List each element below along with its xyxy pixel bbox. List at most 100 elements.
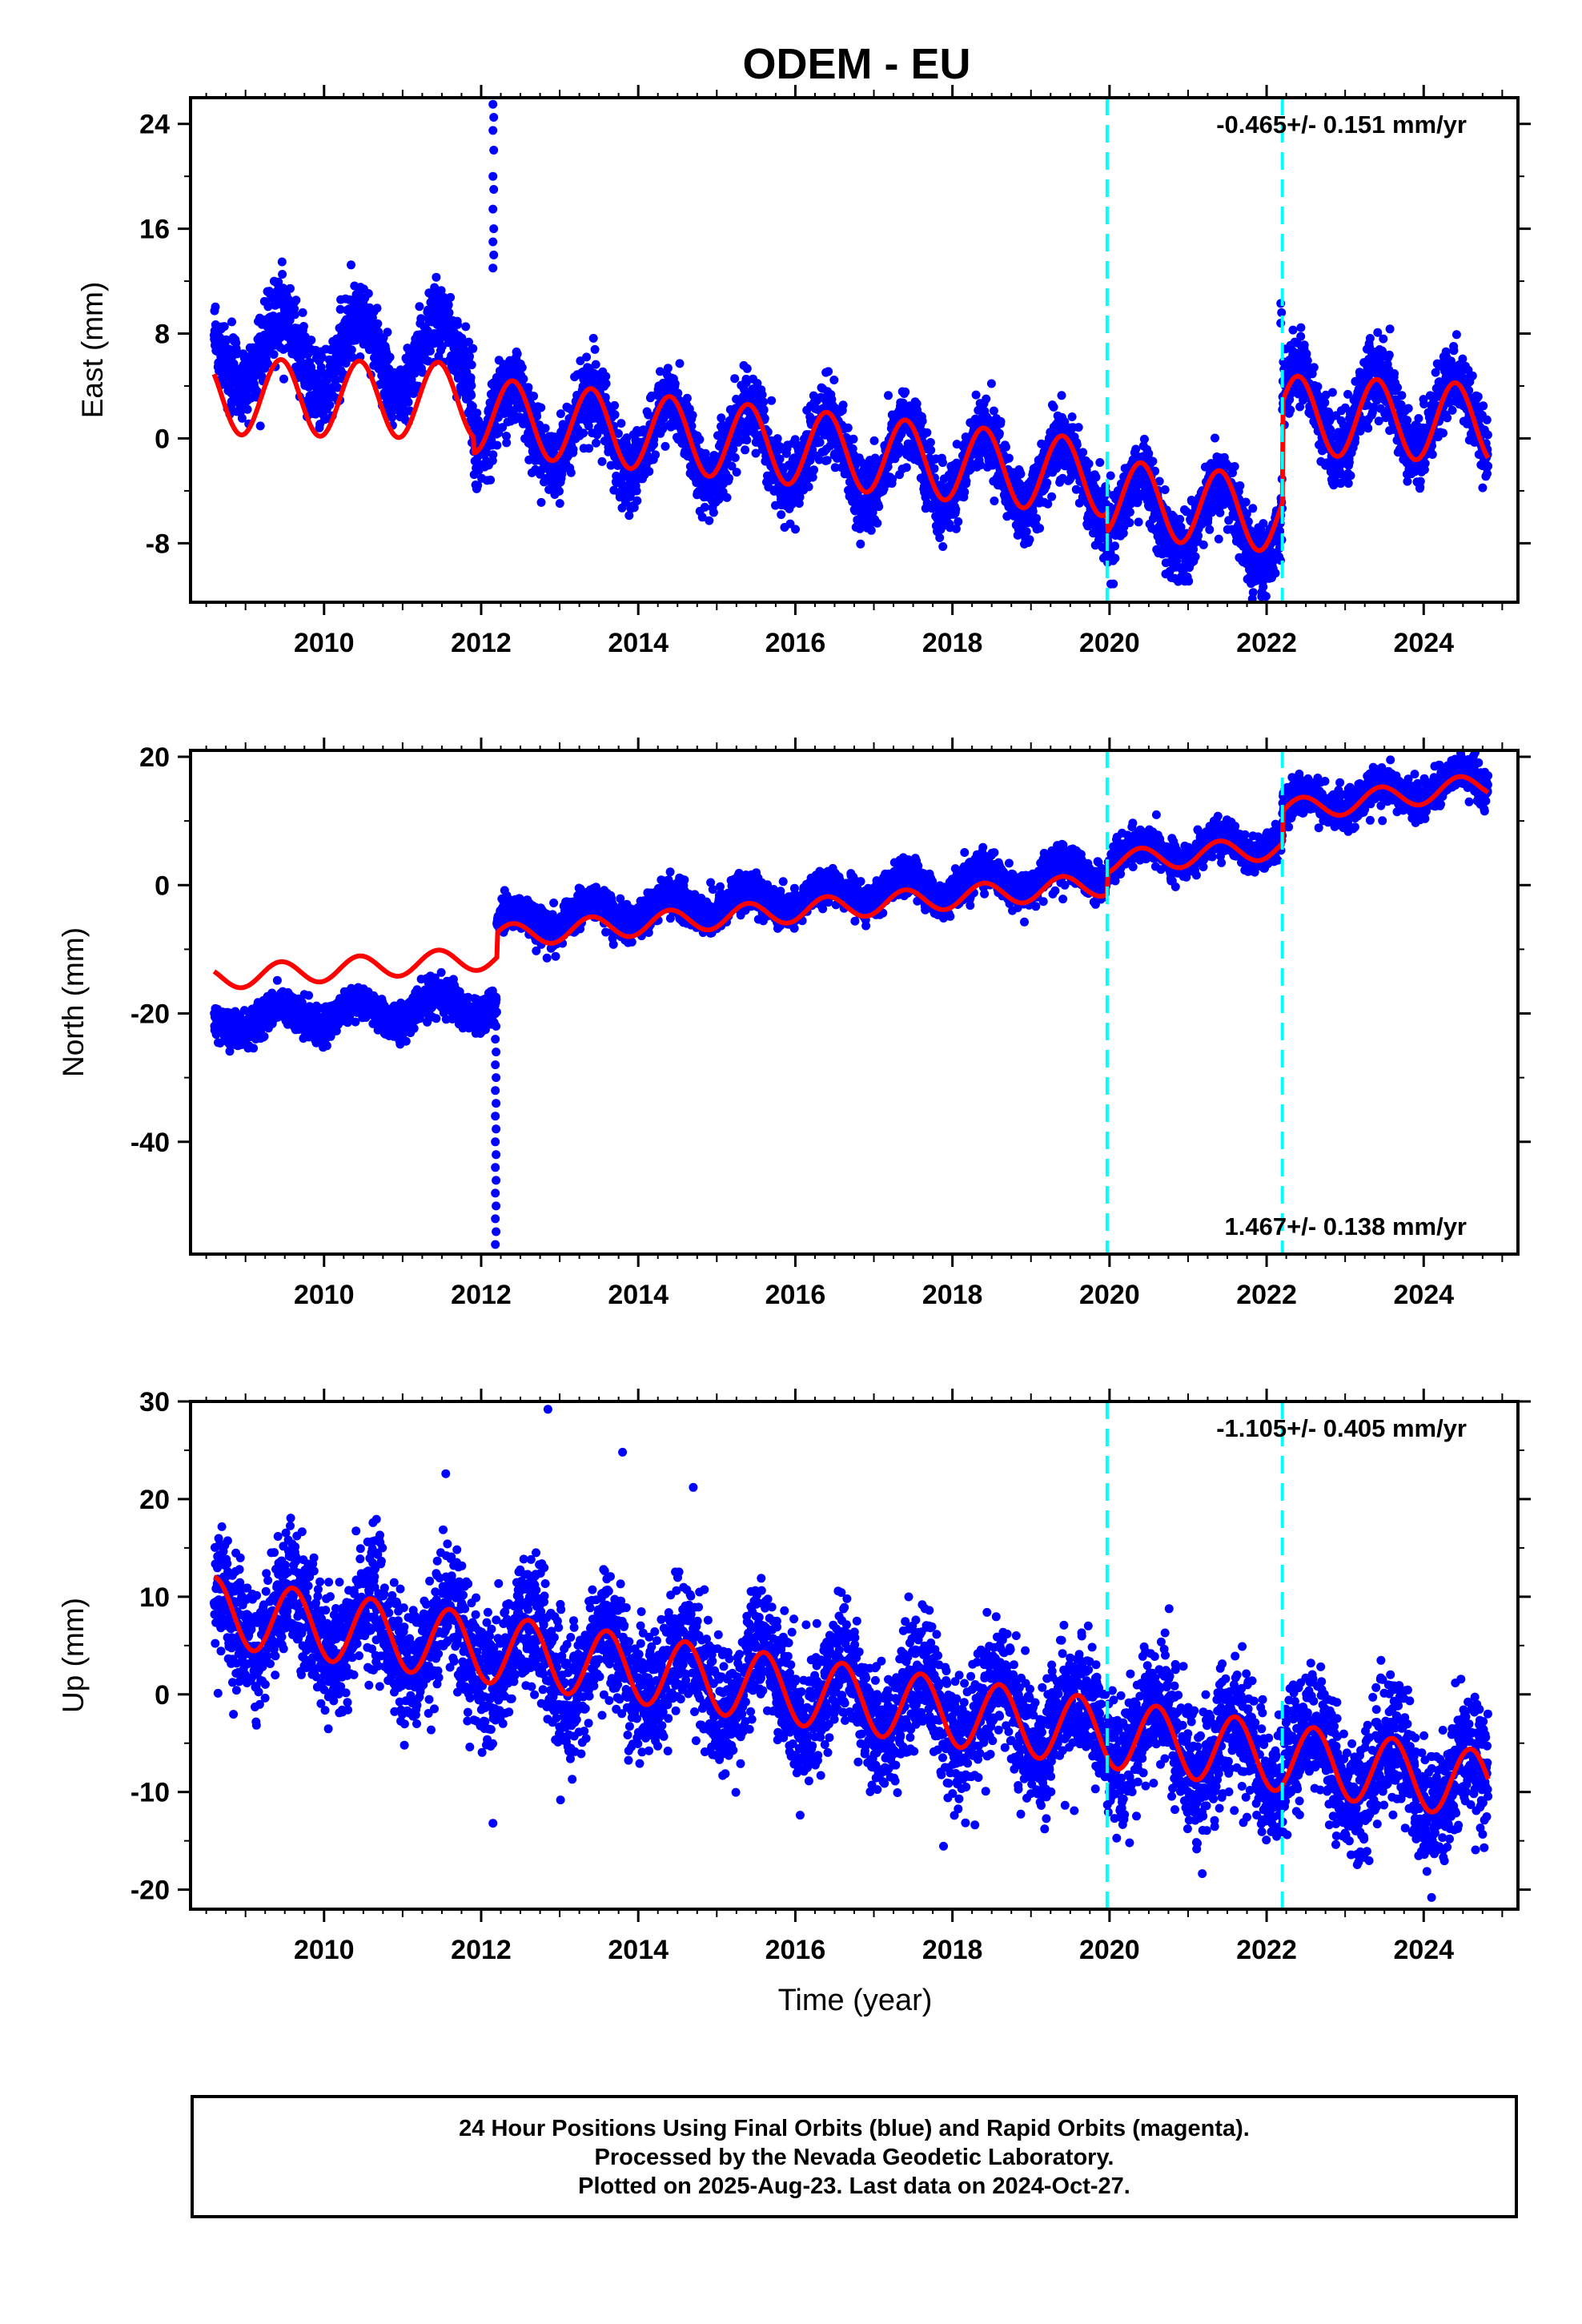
east-data-point xyxy=(579,428,588,438)
east-data-point xyxy=(363,289,373,298)
east-data-point xyxy=(219,322,229,332)
east-data-point xyxy=(468,401,477,411)
east-data-point xyxy=(1326,425,1335,435)
east-data-point xyxy=(1296,332,1306,341)
east-data-point xyxy=(592,438,600,448)
east-data-point xyxy=(1191,552,1200,561)
east-data-point xyxy=(935,533,945,542)
east-data-point xyxy=(415,302,424,312)
east-data-point xyxy=(1110,541,1120,551)
east-data-point xyxy=(444,308,454,317)
east-data-point xyxy=(1230,462,1239,471)
east-data-point xyxy=(1309,363,1319,372)
east-data-point xyxy=(467,391,476,400)
east-data-point xyxy=(673,388,683,398)
east-data-point xyxy=(632,486,641,496)
east-data-point xyxy=(843,423,853,432)
east-data-point xyxy=(373,319,383,328)
east-data-point xyxy=(856,539,865,549)
east-data-point xyxy=(591,360,600,369)
east-data-point xyxy=(1004,453,1014,463)
east-data-point xyxy=(791,525,800,534)
east-data-point xyxy=(1175,514,1185,524)
east-data-point xyxy=(536,403,546,412)
east-data-point xyxy=(804,482,813,492)
east-data-point xyxy=(1241,497,1251,507)
east-data-point xyxy=(1125,518,1134,528)
east-data-point xyxy=(252,387,262,396)
east-data-point xyxy=(808,472,817,482)
east-data-point xyxy=(996,416,1006,426)
east-data-point xyxy=(347,345,356,355)
east-data-point xyxy=(982,394,991,404)
east-data-point xyxy=(901,463,911,472)
east-data-point xyxy=(404,397,413,407)
east-data-point xyxy=(466,373,476,383)
east-data-point xyxy=(701,448,710,458)
east-data-point xyxy=(1205,525,1215,534)
east-data-point xyxy=(317,352,327,362)
east-data-point xyxy=(613,428,623,438)
east-data-point xyxy=(751,448,761,458)
east-data-point xyxy=(777,510,786,520)
east-data-point xyxy=(584,444,594,453)
east-data-point xyxy=(629,503,639,513)
east-data-point xyxy=(917,416,927,426)
east-data-point xyxy=(524,383,533,392)
east-data-point xyxy=(610,400,620,410)
east-data-point xyxy=(705,516,714,525)
east-data-point xyxy=(286,283,295,293)
east-data-point xyxy=(517,363,527,372)
east-data-point xyxy=(540,424,550,433)
east-data-point xyxy=(700,502,709,512)
east-data-point xyxy=(866,525,876,535)
east-data-point xyxy=(1131,444,1141,454)
east-data-point xyxy=(616,419,626,428)
east-data-point xyxy=(1139,434,1149,444)
east-data-point xyxy=(1078,448,1088,457)
east-data-point xyxy=(274,277,283,287)
east-data-point xyxy=(582,352,592,362)
east-data-point xyxy=(418,368,428,377)
east-data-point xyxy=(809,465,819,475)
east-data-point xyxy=(467,360,476,370)
east-data-point xyxy=(730,453,740,462)
east-data-point xyxy=(1022,527,1031,537)
east-data-point xyxy=(1215,508,1225,517)
east-data-point xyxy=(688,411,697,420)
east-data-point xyxy=(437,342,447,351)
east-data-point xyxy=(644,467,654,476)
east-data-point xyxy=(651,450,661,460)
east-data-point xyxy=(1148,456,1158,466)
east-data-point xyxy=(1035,524,1045,533)
east-data-point xyxy=(211,302,220,312)
east-data-point xyxy=(590,344,600,354)
east-data-point xyxy=(838,400,848,410)
east-data-point xyxy=(237,413,247,423)
east-data-point xyxy=(656,367,665,376)
east-data-point xyxy=(759,397,769,407)
east-data-point xyxy=(687,421,697,431)
east-data-point xyxy=(279,374,288,384)
east-data-point xyxy=(512,349,522,359)
east-data-point xyxy=(444,300,453,310)
east-data-point xyxy=(822,456,832,465)
east-data-point xyxy=(1303,356,1312,365)
east-data-point xyxy=(815,437,825,447)
east-data-point xyxy=(425,346,435,356)
east-data-point xyxy=(661,441,670,451)
east-data-point xyxy=(990,497,999,505)
east-data-point xyxy=(697,513,707,522)
east-data-point xyxy=(335,304,345,314)
east-data-point xyxy=(732,468,741,477)
east-data-point xyxy=(1091,472,1101,482)
east-data-point xyxy=(587,376,596,385)
east-data-point xyxy=(670,379,680,388)
east-data-point xyxy=(824,367,833,376)
east-data-point xyxy=(1259,582,1268,592)
east-data-point xyxy=(1214,534,1223,544)
east-data-point xyxy=(729,444,738,454)
east-data-point xyxy=(742,436,752,444)
east-data-point xyxy=(1211,433,1219,443)
east-data-point xyxy=(440,293,449,302)
